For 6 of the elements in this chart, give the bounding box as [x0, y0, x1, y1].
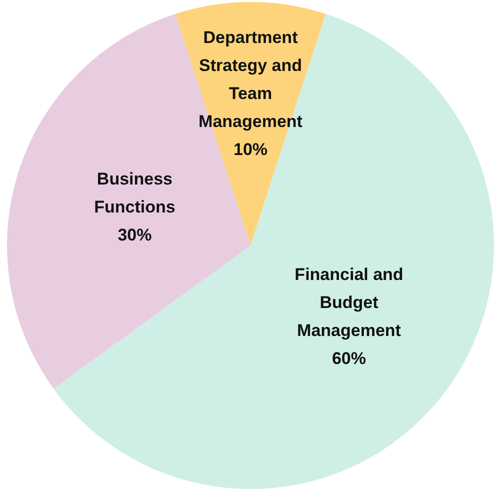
slice-label: Financial and Budget Management — [294, 264, 404, 340]
data-label: 10% — [233, 140, 268, 160]
slice-label: Business Functions — [94, 170, 176, 217]
slice-label: Department Strategy and Team Management — [198, 28, 303, 132]
data-label: 30% — [118, 226, 152, 245]
data-label: 60% — [332, 348, 366, 368]
